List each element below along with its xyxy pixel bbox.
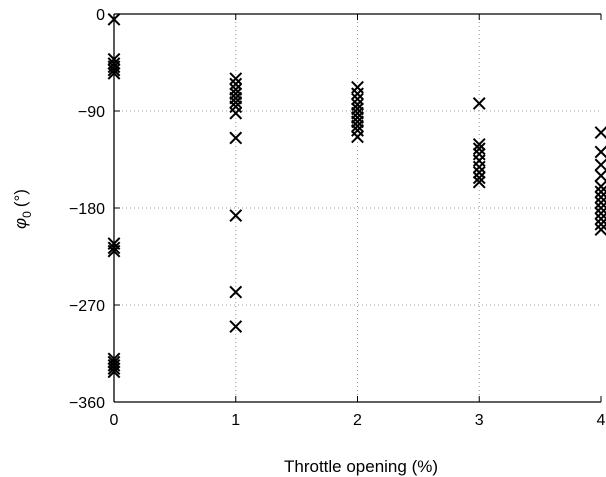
data-point	[107, 63, 121, 77]
data-point	[472, 175, 486, 189]
data-point	[594, 190, 606, 204]
data-point	[351, 102, 364, 116]
data-point	[594, 201, 606, 215]
data-point	[107, 66, 121, 80]
data-point	[594, 206, 606, 220]
x-tick-label: 4	[597, 412, 606, 429]
y-tick-label: −90	[78, 104, 105, 121]
data-point	[229, 131, 243, 145]
data-point	[351, 98, 364, 111]
x-tick-label: 3	[475, 412, 484, 429]
data-point	[229, 320, 243, 333]
data-point	[472, 171, 486, 185]
x-axis-label: Throttle opening (%)	[284, 457, 438, 476]
data-point	[229, 87, 243, 101]
data-point	[472, 166, 486, 179]
data-point	[594, 158, 606, 172]
data-point	[107, 362, 121, 376]
data-point	[594, 212, 606, 226]
x-tick-label: 2	[353, 412, 362, 429]
data-point	[594, 126, 606, 139]
data-point	[594, 196, 606, 210]
data-point	[229, 106, 243, 120]
data-point	[229, 285, 243, 299]
y-tick-label: −180	[69, 201, 105, 218]
data-point	[107, 241, 121, 255]
y-axis-label-unit: (°)	[11, 189, 30, 207]
data-point	[351, 111, 364, 124]
data-point	[229, 77, 243, 91]
data-point	[594, 145, 606, 159]
data-point	[107, 12, 121, 26]
y-tick-label: −270	[69, 298, 105, 315]
y-tick-label: −360	[69, 395, 105, 412]
data-point	[351, 130, 364, 144]
data-point	[472, 97, 486, 110]
data-point	[351, 115, 364, 129]
data-point	[594, 217, 606, 231]
data-point	[351, 106, 364, 120]
data-point	[107, 244, 121, 258]
x-tick-label: 0	[110, 412, 119, 429]
data-point	[229, 83, 243, 96]
data-point	[351, 119, 364, 133]
data-point	[594, 180, 606, 193]
data-point	[594, 169, 606, 183]
y-axis-label-subscript: 0	[20, 211, 34, 218]
data-point	[229, 209, 243, 222]
x-tick-label: 1	[231, 412, 240, 429]
data-point	[229, 91, 243, 105]
y-axis-label-symbol: φ	[11, 218, 30, 229]
y-axis-label: φ0 (°)	[11, 189, 34, 229]
data-point	[594, 223, 606, 236]
y-tick-label: 0	[96, 7, 105, 24]
data-point	[229, 95, 243, 109]
data-point	[472, 137, 486, 151]
data-point	[594, 185, 606, 199]
data-point	[107, 365, 121, 379]
